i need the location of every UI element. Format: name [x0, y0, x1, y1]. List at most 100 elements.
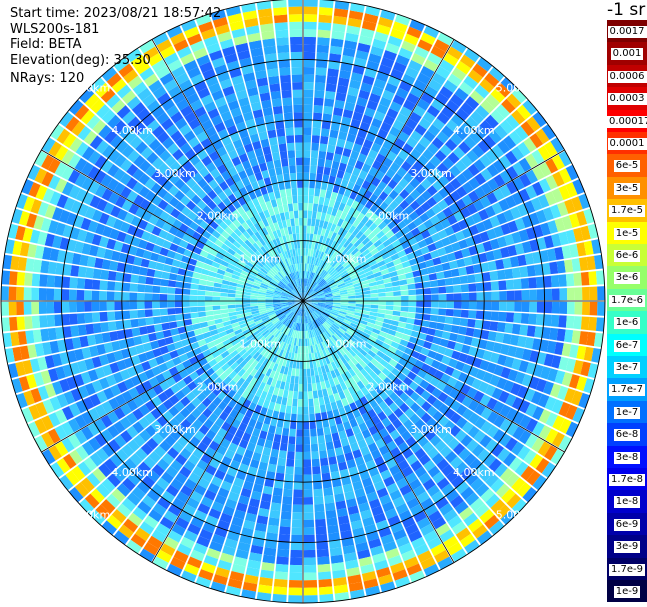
range-bin	[183, 319, 193, 326]
range-bin	[374, 207, 384, 217]
range-bin	[389, 101, 402, 113]
range-bin	[368, 498, 381, 510]
range-bin	[296, 315, 300, 323]
range-bin	[49, 248, 60, 262]
range-bin	[133, 256, 143, 266]
range-bin	[283, 481, 293, 490]
range-bin	[257, 373, 266, 382]
range-bin	[21, 179, 34, 195]
range-bin	[328, 316, 336, 322]
range-bin	[373, 271, 382, 278]
range-bin	[309, 256, 313, 265]
range-bin	[331, 289, 340, 294]
range-bin	[192, 447, 204, 459]
range-bin	[337, 366, 345, 375]
range-bin	[437, 247, 447, 257]
range-bin	[367, 408, 377, 419]
colorbar-cell: 6e-5	[607, 154, 647, 177]
range-bin	[440, 373, 451, 384]
range-bin	[331, 310, 339, 315]
range-bin	[338, 162, 347, 172]
range-bin	[424, 85, 439, 98]
range-bin	[246, 150, 256, 160]
range-bin	[146, 202, 158, 214]
range-bin	[298, 202, 303, 211]
range-bin	[76, 301, 85, 313]
range-bin	[90, 77, 106, 93]
range-bin	[217, 559, 232, 571]
range-bin	[217, 391, 227, 401]
range-bin	[88, 180, 100, 195]
range-bin	[96, 246, 106, 258]
range-bin	[310, 157, 318, 166]
range-bin	[327, 346, 334, 355]
range-bin	[303, 293, 305, 301]
range-bin	[253, 62, 266, 72]
range-bin	[308, 314, 313, 323]
range-bin	[145, 276, 154, 285]
range-bin	[401, 352, 411, 362]
range-bin	[361, 571, 377, 582]
range-bin	[342, 321, 351, 328]
range-bin	[320, 212, 327, 221]
range-bin	[243, 449, 254, 459]
range-bin	[558, 401, 571, 417]
range-bin	[321, 411, 328, 421]
range-bin	[521, 348, 532, 361]
range-bin	[410, 130, 423, 142]
range-bin	[135, 344, 145, 355]
range-bin	[221, 421, 231, 432]
range-bin	[414, 142, 427, 154]
range-bin	[211, 89, 224, 101]
range-bin	[244, 574, 259, 585]
range-bin	[262, 218, 269, 227]
range-bin	[184, 324, 194, 332]
range-ring-label: 1.00km	[325, 338, 367, 351]
range-bin	[211, 533, 226, 545]
range-bin	[164, 257, 174, 266]
range-bin	[164, 336, 174, 345]
range-bin	[303, 187, 309, 196]
range-bin	[285, 310, 292, 317]
range-bin	[175, 229, 186, 239]
range-bin	[293, 271, 298, 280]
range-bin	[495, 104, 511, 119]
range-bin	[238, 276, 247, 283]
range-bin	[379, 381, 389, 391]
range-bin	[277, 323, 284, 331]
range-bin	[217, 358, 227, 368]
range-bin	[128, 203, 140, 215]
range-bin	[162, 399, 174, 410]
range-bin	[266, 160, 275, 170]
range-bin	[282, 204, 289, 213]
range-bin	[235, 237, 245, 246]
range-bin	[33, 372, 45, 387]
range-bin	[197, 178, 208, 189]
range-bin	[291, 256, 296, 265]
range-bin	[459, 275, 469, 284]
range-bin	[490, 109, 505, 124]
range-bin	[333, 225, 341, 234]
range-bin	[167, 447, 179, 460]
range-bin	[328, 280, 336, 286]
range-bin	[297, 308, 301, 316]
range-bin	[429, 280, 439, 288]
range-bin	[104, 458, 118, 473]
range-bin	[549, 383, 562, 398]
range-bin	[46, 274, 56, 288]
range-bin	[41, 171, 54, 187]
range-bin	[541, 262, 551, 275]
range-bin	[338, 312, 347, 318]
azimuth-spoke	[41, 300, 304, 453]
range-bin	[290, 305, 297, 310]
range-bin	[277, 220, 284, 230]
range-bin	[332, 307, 340, 311]
range-bin	[404, 347, 414, 356]
range-bin	[364, 252, 373, 260]
range-bin	[544, 445, 558, 461]
range-bin	[273, 293, 282, 297]
range-bin	[580, 271, 590, 286]
range-bin	[260, 569, 274, 579]
range-bin	[220, 110, 233, 122]
